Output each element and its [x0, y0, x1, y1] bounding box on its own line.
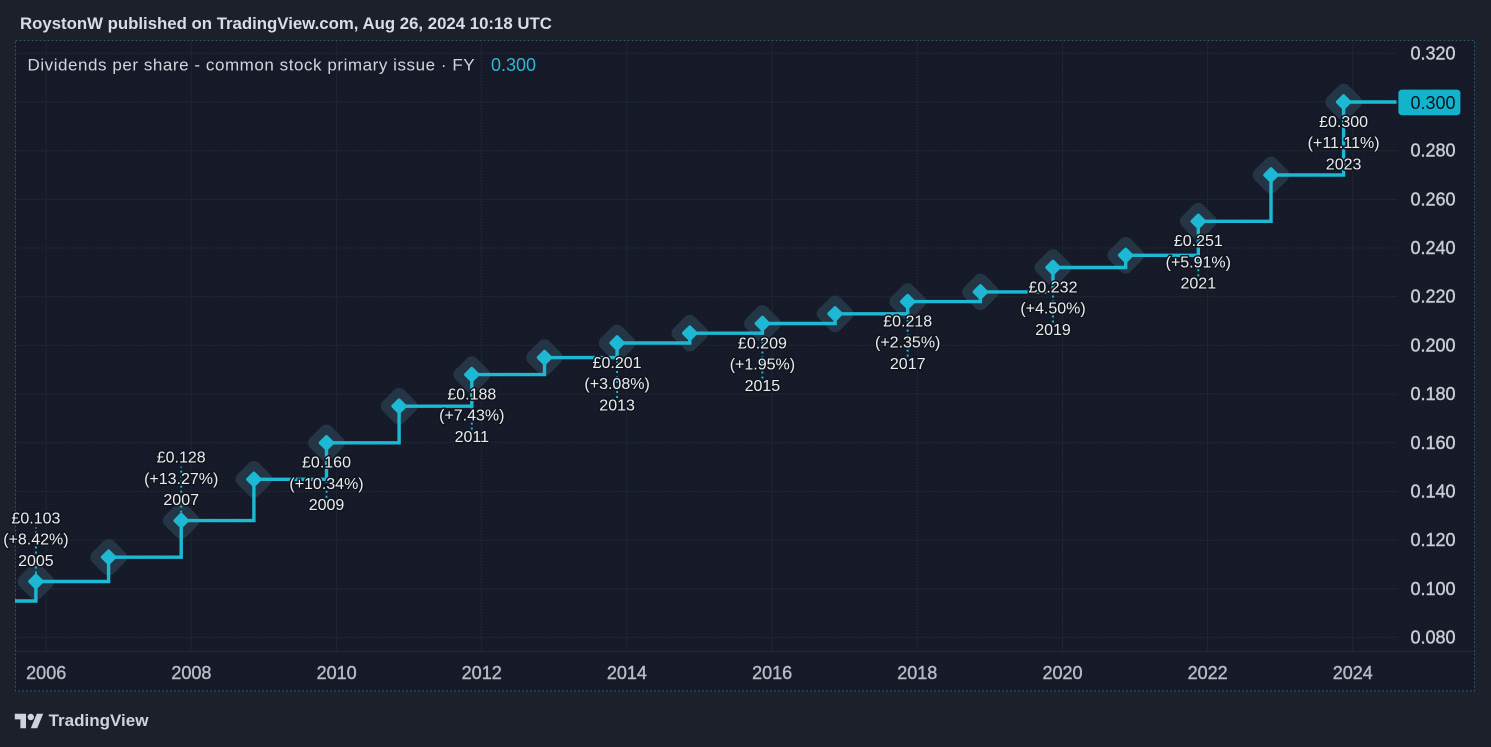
svg-text:2007: 2007: [163, 492, 199, 509]
svg-text:0.180: 0.180: [1411, 384, 1456, 404]
svg-text:(+2.35%): (+2.35%): [875, 335, 940, 352]
svg-text:£0.251: £0.251: [1174, 233, 1223, 250]
svg-text:0.220: 0.220: [1411, 287, 1456, 307]
svg-text:2021: 2021: [1181, 276, 1217, 293]
svg-text:2016: 2016: [752, 663, 792, 683]
svg-text:(+5.91%): (+5.91%): [1166, 254, 1231, 271]
svg-text:£0.201: £0.201: [593, 355, 642, 372]
svg-text:(+7.43%): (+7.43%): [439, 408, 504, 425]
svg-text:2011: 2011: [455, 429, 490, 446]
svg-text:£0.232: £0.232: [1029, 279, 1078, 296]
svg-text:£0.160: £0.160: [302, 455, 351, 472]
svg-text:2010: 2010: [317, 663, 357, 683]
svg-text:0.280: 0.280: [1411, 141, 1456, 161]
svg-text:2008: 2008: [171, 663, 211, 683]
svg-text:(+1.95%): (+1.95%): [730, 357, 795, 374]
svg-text:0.260: 0.260: [1411, 189, 1456, 209]
svg-text:(+4.50%): (+4.50%): [1020, 301, 1085, 318]
svg-text:2023: 2023: [1326, 156, 1362, 173]
svg-text:2024: 2024: [1333, 663, 1373, 683]
svg-text:0.160: 0.160: [1411, 433, 1456, 453]
svg-text:2009: 2009: [309, 497, 345, 514]
svg-text:Dividends per share - common s: Dividends per share - common stock prima…: [28, 56, 476, 75]
svg-text:0.300: 0.300: [1411, 93, 1456, 113]
svg-text:2018: 2018: [897, 663, 937, 683]
svg-text:£0.300: £0.300: [1319, 114, 1368, 131]
svg-text:0.200: 0.200: [1411, 335, 1456, 355]
svg-text:0.300: 0.300: [491, 55, 536, 75]
svg-text:(+8.42%): (+8.42%): [3, 532, 68, 549]
svg-text:(+3.08%): (+3.08%): [584, 376, 649, 393]
svg-text:RoystonW published on TradingV: RoystonW published on TradingView.com, A…: [20, 14, 552, 33]
svg-text:2006: 2006: [26, 663, 66, 683]
svg-text:0.080: 0.080: [1411, 628, 1456, 648]
svg-text:0.240: 0.240: [1411, 238, 1456, 258]
svg-text:2020: 2020: [1042, 663, 1082, 683]
svg-text:2005: 2005: [18, 553, 54, 570]
svg-text:(+13.27%): (+13.27%): [144, 471, 218, 488]
svg-text:2019: 2019: [1035, 322, 1071, 339]
svg-text:£0.209: £0.209: [738, 335, 787, 352]
svg-text:TradingView: TradingView: [49, 711, 150, 730]
svg-text:£0.188: £0.188: [447, 386, 496, 403]
svg-text:0.100: 0.100: [1411, 579, 1456, 599]
svg-text:0.120: 0.120: [1411, 530, 1456, 550]
svg-text:0.320: 0.320: [1411, 43, 1456, 63]
svg-text:£0.128: £0.128: [157, 450, 206, 467]
svg-text:2015: 2015: [745, 378, 781, 395]
svg-text:2014: 2014: [607, 663, 647, 683]
svg-text:0.140: 0.140: [1411, 481, 1456, 501]
svg-text:(+10.34%): (+10.34%): [289, 476, 363, 493]
svg-text:(+11.11%): (+11.11%): [1308, 135, 1380, 152]
svg-text:£0.103: £0.103: [11, 510, 60, 527]
svg-text:£0.218: £0.218: [883, 313, 932, 330]
svg-text:2022: 2022: [1188, 663, 1228, 683]
svg-text:2017: 2017: [890, 356, 926, 373]
svg-text:2012: 2012: [462, 663, 502, 683]
svg-text:2013: 2013: [599, 397, 635, 414]
